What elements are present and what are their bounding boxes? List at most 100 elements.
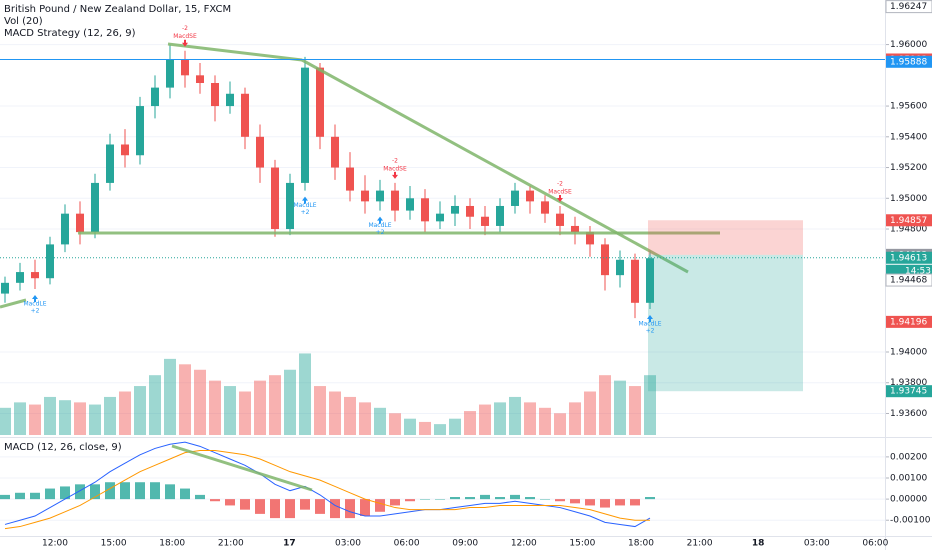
candle-body [451,205,459,214]
signal-name: MacdLE [638,320,661,327]
volume-bar [419,421,431,435]
candle-body [106,144,114,183]
volume-bar [284,369,296,435]
price-tag [886,251,932,264]
histogram-bar [255,499,265,514]
histogram-bar [525,497,535,500]
price-tag-label: 1.94613 [890,253,927,263]
histogram-bar [165,484,175,500]
candle-body [331,136,339,168]
volume-bar [254,380,266,435]
volume-bar [0,407,11,435]
volume-bar [179,364,191,435]
price-tag-label: 1.94468 [890,276,927,286]
histogram-bar [600,499,610,508]
histogram-bar [615,499,625,506]
macd-line [4,450,650,530]
x-tick-label: 09:00 [452,539,478,549]
candle-body [136,106,144,156]
candle-body [46,244,54,279]
histogram-bar [225,499,235,506]
histogram-bar [480,494,490,500]
histogram-bar [585,499,595,506]
y-tick-label: 1.95400 [890,132,927,142]
histogram-bar [345,499,355,519]
volume-bar [329,391,341,435]
signal-arrow [182,39,188,47]
signal-qty: +2 [31,307,40,314]
volume-bar [599,375,611,435]
volume-bar [374,407,386,435]
histogram-bar [105,482,115,500]
price-tag [886,55,932,68]
price-tag [885,273,932,287]
histogram-bar [135,482,145,500]
histogram-bar [465,497,475,500]
candle-body [541,201,549,214]
trend-line [171,444,313,492]
candle-body [631,259,639,303]
y-tick-label: 0.00000 [890,495,927,505]
volume-bar [269,375,281,435]
y-tick-label: 1.95600 [890,102,927,112]
price-tag [886,214,932,227]
histogram-bar [570,499,580,504]
y-tick-label: 1.93800 [890,378,927,388]
candle-body [571,225,579,233]
volume-bar [509,396,521,435]
candle-body [646,258,654,303]
histogram-bar [420,499,430,500]
y-tick-label: 1.96000 [890,40,927,50]
histogram-bar [375,499,385,512]
take-profit-zone [648,254,803,392]
signal-qty: +2 [301,209,310,216]
histogram-bar [315,499,325,514]
signal-name: MacdLE [23,300,46,307]
candle-body [181,59,189,76]
chart-title: British Pound / New Zealand Dollar, 15, … [4,4,231,15]
candle-body [556,213,564,226]
candle-body [121,144,129,156]
x-tick-label: 21:00 [218,539,244,549]
volume-bar [539,407,551,435]
price-tag-label: 1.96247 [890,2,927,12]
candle-body [316,67,324,137]
candle-body [301,67,309,183]
overlay-layer: MacdLE+2MacdSE-2MacdLE+2MacdSE-2MacdLE+2… [0,25,885,392]
volume-bar [209,380,221,435]
candle-body [361,190,369,202]
indicator-label: Vol (20) [4,16,43,27]
x-tick-label: 15:00 [569,539,595,549]
candle-body [241,93,249,137]
volume-bar [44,396,56,435]
signal-arrow [32,294,38,302]
signal-name: MacdSE [173,33,197,40]
histogram-bar [540,499,550,500]
x-tick-label: 18:00 [628,539,654,549]
histogram-bar [45,488,55,500]
volume-bar [614,380,626,435]
signal-qty: -2 [392,157,398,164]
candle-body [526,190,534,202]
histogram-bar [180,488,190,500]
histogram-bar [270,499,280,519]
volume-bar [359,402,371,435]
x-tick-label: 06:00 [862,539,888,549]
volume-bar [314,386,326,435]
trend-line [0,298,27,309]
candle-body [421,198,429,222]
histogram-bar [30,492,40,500]
macd-title: MACD (12, 26, close, 9) [4,442,122,453]
volume-bar [629,386,641,435]
signal-name: MacdSE [383,165,407,172]
histogram-bar [195,494,205,500]
candle-body [226,93,234,107]
candle-body [586,232,594,245]
histogram-bar [15,492,25,500]
volume-bar [104,396,116,435]
y-tick-label: 1.94000 [890,347,927,357]
x-tick-label: 15:00 [101,539,127,549]
volume-bar [389,413,401,435]
